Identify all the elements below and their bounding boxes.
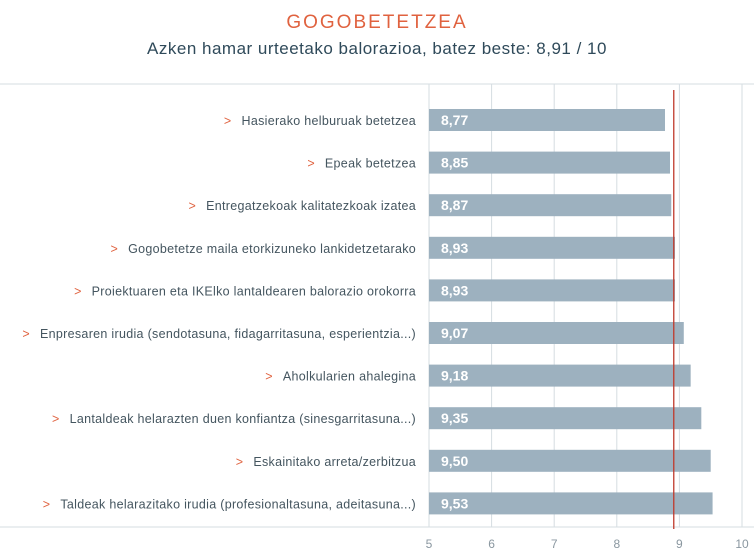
category-text: Proiektuaren eta IKElko lantaldearen bal… [92,284,416,298]
x-tick-label: 6 [488,537,495,551]
x-tick-label: 10 [735,537,749,551]
chart-subtitle: Azken hamar urteetako balorazioa, batez … [147,39,607,58]
category-text: Hasierako helburuak betetzea [242,114,416,128]
bar [429,236,676,259]
bar-value-label: 9,07 [441,325,468,341]
category-marker: > [22,327,30,341]
bar [429,279,676,302]
category-label: > Taldeak helarazitako irudia (profesiona… [43,497,416,511]
category-marker: > [236,455,244,469]
bar [429,492,713,515]
bar [429,109,666,131]
category-text: Entregatzekoak kalitatezkoak izatea [206,199,416,213]
bar [429,449,711,472]
category-marker: > [265,370,273,384]
chart-title: GOGOBETETZEA [286,12,468,33]
category-label: > Eskainitako arreta/zerbitzua [236,455,416,469]
bar-value-label: 9,50 [441,453,468,469]
category-marker: > [111,242,119,256]
category-marker: > [43,497,51,511]
category-label: > Lantaldeak helarazten duen konfiantza (… [52,412,416,426]
x-tick-label: 5 [426,537,433,551]
bar-value-label: 8,93 [441,240,468,256]
category-text: Aholkularien ahalegina [283,370,416,384]
bar-value-label: 8,87 [441,197,468,213]
bar [429,364,691,387]
bar [429,194,672,217]
category-text: Lantaldeak helarazten duen konfiantza (s… [70,412,416,426]
category-label: > Gogobetetze maila etorkizuneko lankidet… [111,242,416,256]
bar-value-label: 8,85 [441,155,468,171]
bar-value-label: 8,77 [441,112,468,128]
category-label: > Enpresaren irudia (sendotasuna, fidagar… [22,327,416,341]
category-marker: > [224,114,232,128]
x-tick-label: 7 [551,537,558,551]
category-text: Taldeak helarazitako irudia (profesional… [60,497,416,511]
bar [429,151,671,174]
bar [429,322,684,344]
category-marker: > [307,157,315,171]
category-label: > Aholkularien ahalegina [265,370,416,384]
x-tick-label: 9 [676,537,683,551]
category-label: > Proiektuaren eta IKElko lantaldearen ba… [74,284,416,298]
bar-value-label: 8,93 [441,282,468,298]
category-label: > Entregatzekoak kalitatezkoak izatea [188,199,416,213]
x-tick-label: 8 [613,537,620,551]
bar-value-label: 9,18 [441,368,468,384]
category-label: > Epeak betetzea [307,157,416,171]
category-text: Gogobetetze maila etorkizuneko lankidetz… [128,242,416,256]
bar-value-label: 9,35 [441,410,468,426]
category-marker: > [52,412,60,426]
category-text: Epeak betetzea [325,157,416,171]
category-label: > Hasierako helburuak betetzea [224,114,416,128]
category-text: Enpresaren irudia (sendotasuna, fidagarr… [40,327,416,341]
bar-value-label: 9,53 [441,495,468,511]
bar [429,407,702,430]
category-marker: > [188,199,196,213]
category-marker: > [74,284,82,298]
category-text: Eskainitako arreta/zerbitzua [253,455,416,469]
